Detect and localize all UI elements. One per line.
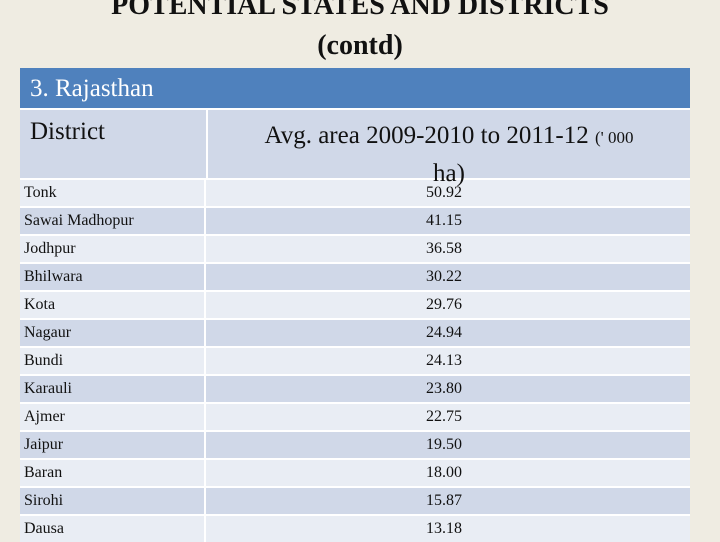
district-cell: Kota xyxy=(18,292,206,318)
slide-title: POTENTIAL STATES AND DISTRICTS (contd) xyxy=(0,0,720,66)
section-header: 3. Rajasthan xyxy=(20,68,690,108)
table-row: Sawai Madhopur 41.15 xyxy=(20,206,690,234)
area-value-cell: 41.15 xyxy=(426,212,462,229)
table-row: Jodhpur 36.58 xyxy=(20,234,690,262)
table-body: Tonk 50.92 Sawai Madhopur 41.15 Jodhpur 36.58… xyxy=(20,178,690,542)
district-cell: Nagaur xyxy=(18,320,206,346)
table-row: Tonk 50.92 xyxy=(20,178,690,206)
table-row: Bundi 24.13 xyxy=(20,346,690,374)
table-row: Sirohi 15.87 xyxy=(20,486,690,514)
district-table: 3. Rajasthan District Avg. area 2009-201… xyxy=(20,68,690,542)
title-line-2: (contd) xyxy=(317,30,403,61)
district-cell: Baran xyxy=(18,460,206,486)
table-row: Jaipur 19.50 xyxy=(20,430,690,458)
table-row: Karauli 23.80 xyxy=(20,374,690,402)
table-row: Bhilwara 30.22 xyxy=(20,262,690,290)
table-row: Kota 29.76 xyxy=(20,290,690,318)
area-value-cell: 30.22 xyxy=(426,268,462,285)
district-cell: Dausa xyxy=(18,516,206,542)
district-cell: Sawai Madhopur xyxy=(18,208,206,234)
area-value-cell: 13.18 xyxy=(426,520,462,537)
column-header-row: District Avg. area 2009-2010 to 2011-12 … xyxy=(20,108,690,187)
area-value-cell: 19.50 xyxy=(426,436,462,453)
district-cell: Ajmer xyxy=(18,404,206,430)
column-header-area-unit-tail: ha) xyxy=(433,160,465,187)
area-value-cell: 24.13 xyxy=(426,352,462,369)
area-value-cell: 23.80 xyxy=(426,380,462,397)
area-value-cell: 29.76 xyxy=(426,296,462,313)
table-row: Nagaur 24.94 xyxy=(20,318,690,346)
area-value-cell: 24.94 xyxy=(426,324,462,341)
column-header-area-unit: (' 000 xyxy=(595,128,634,147)
district-cell: Bhilwara xyxy=(18,264,206,290)
area-value-cell: 50.92 xyxy=(426,184,462,201)
district-cell: Jodhpur xyxy=(18,236,206,262)
district-cell: Jaipur xyxy=(18,432,206,458)
table-row: Baran 18.00 xyxy=(20,458,690,486)
area-value-cell: 15.87 xyxy=(426,492,462,509)
district-cell: Karauli xyxy=(18,376,206,402)
column-header-area-main: Avg. area 2009-2010 to 2011-12 xyxy=(264,122,589,149)
district-cell: Bundi xyxy=(18,348,206,374)
table-row: Ajmer 22.75 xyxy=(20,402,690,430)
table-row: Dausa 13.18 xyxy=(20,514,690,542)
area-value-cell: 18.00 xyxy=(426,464,462,481)
title-line-1: POTENTIAL STATES AND DISTRICTS xyxy=(111,0,609,21)
column-header-area: Avg. area 2009-2010 to 2011-12 (' 000 ha… xyxy=(208,110,690,187)
district-cell: Tonk xyxy=(18,180,206,206)
area-value-cell: 36.58 xyxy=(426,240,462,257)
district-cell: Sirohi xyxy=(18,488,206,514)
column-header-district: District xyxy=(20,110,208,178)
area-value-cell: 22.75 xyxy=(426,408,462,425)
